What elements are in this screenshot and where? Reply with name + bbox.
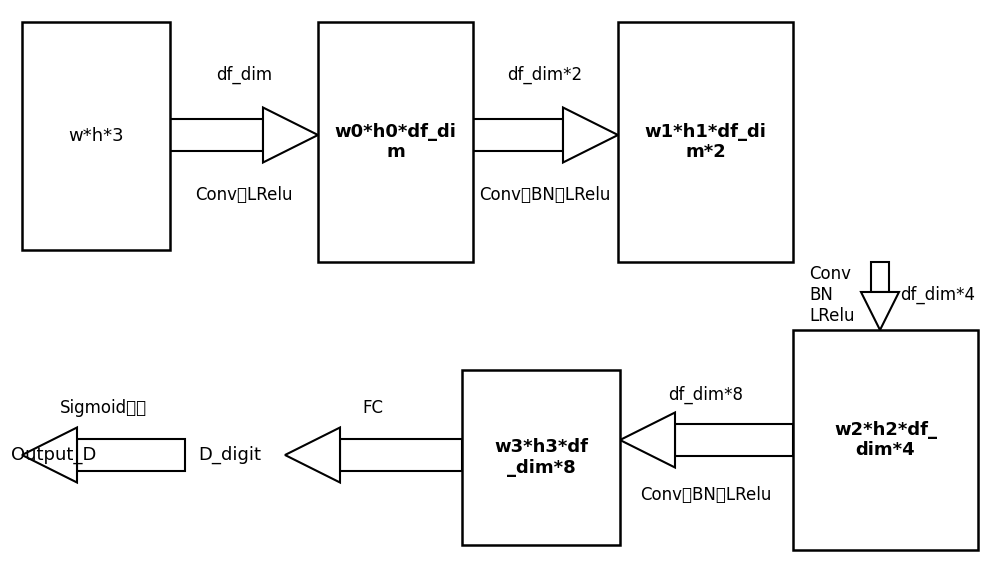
Bar — [170, 119, 263, 151]
Bar — [675, 424, 793, 456]
Text: D_digit: D_digit — [198, 446, 262, 464]
Bar — [462, 370, 620, 545]
Text: Conv，BN，LRelu: Conv，BN，LRelu — [479, 186, 611, 204]
Text: Conv，BN，LRelu: Conv，BN，LRelu — [640, 486, 772, 504]
Bar — [473, 119, 563, 151]
Text: Conv，LRelu: Conv，LRelu — [195, 186, 293, 204]
Text: Output_D: Output_D — [11, 446, 96, 464]
Text: w*h*3: w*h*3 — [68, 127, 124, 145]
Text: w2*h2*df_
dim*4: w2*h2*df_ dim*4 — [834, 421, 937, 459]
Text: w0*h0*df_di
m: w0*h0*df_di m — [335, 123, 456, 161]
Bar — [77, 439, 185, 471]
Bar — [793, 330, 978, 550]
Polygon shape — [861, 292, 899, 330]
Polygon shape — [620, 413, 675, 467]
Text: df_dim*2: df_dim*2 — [507, 66, 583, 84]
Text: df_dim: df_dim — [216, 66, 272, 84]
Text: Sigmoid（）: Sigmoid（） — [59, 399, 147, 417]
Bar — [22, 22, 170, 250]
Bar — [618, 22, 793, 262]
Text: FC: FC — [362, 399, 384, 417]
Text: w1*h1*df_di
m*2: w1*h1*df_di m*2 — [645, 123, 766, 161]
Bar — [318, 22, 473, 262]
Text: Conv
BN
LRelu: Conv BN LRelu — [810, 265, 855, 325]
Text: w3*h3*df
_dim*8: w3*h3*df _dim*8 — [494, 438, 588, 477]
Polygon shape — [22, 428, 77, 483]
Bar — [871, 262, 889, 292]
Polygon shape — [285, 428, 340, 483]
Polygon shape — [563, 107, 618, 162]
Bar — [340, 439, 462, 471]
Text: df_dim*4: df_dim*4 — [900, 286, 975, 304]
Polygon shape — [263, 107, 318, 162]
Text: df_dim*8: df_dim*8 — [668, 386, 744, 404]
